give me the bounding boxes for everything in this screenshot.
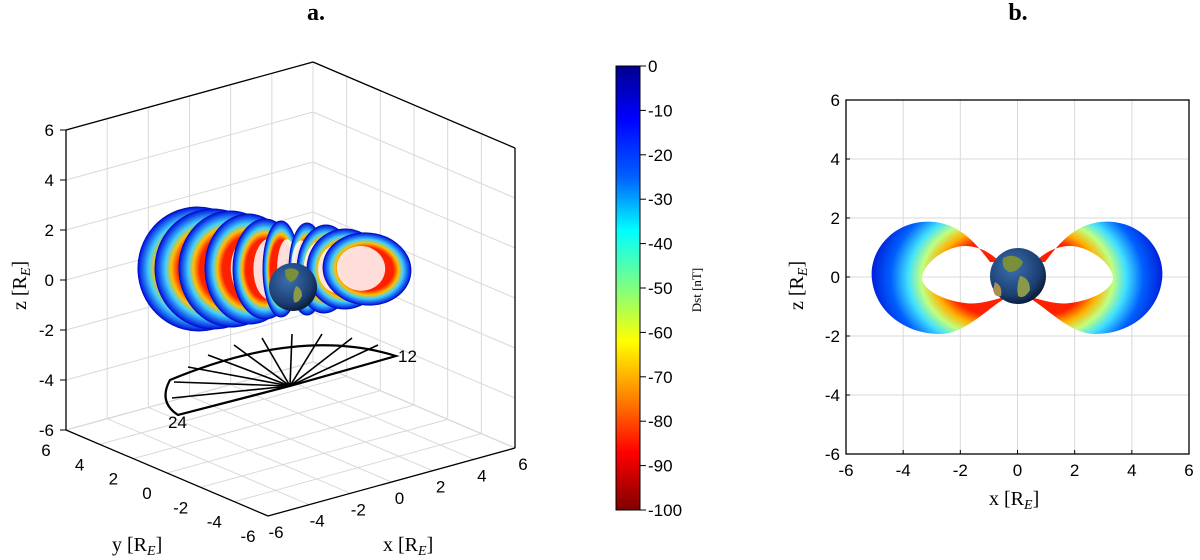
- earth-sphere-a: [269, 263, 317, 311]
- mlt-label-24: 24: [168, 413, 187, 432]
- z-tick-label: -2: [39, 321, 54, 340]
- colorbar-tick-label: -70: [648, 368, 673, 387]
- z-tick-label: 4: [45, 171, 54, 190]
- z-tick-label: -6: [825, 445, 840, 464]
- z-tick-label: 2: [45, 221, 54, 240]
- x-tick-label: 4: [1127, 461, 1136, 480]
- grid-line: [234, 433, 482, 503]
- mlt-dial-spokes: [171, 333, 397, 416]
- earth-land-a2: [293, 286, 302, 303]
- mlt-spoke: [289, 333, 323, 387]
- colorbar-gradient: [615, 65, 641, 511]
- z-tick-label: -4: [825, 386, 840, 405]
- x-tick-label: 6: [1184, 461, 1193, 480]
- y-tick-label: -2: [173, 498, 188, 517]
- mlt-dial-outline: [164, 344, 400, 417]
- x-tick-label: -4: [896, 461, 911, 480]
- mlt-label-12: 12: [398, 347, 417, 366]
- top-edge-right: [312, 61, 516, 149]
- colorbar-tick-label: -50: [648, 279, 673, 298]
- mlt-spoke: [171, 385, 291, 399]
- z-tick-label: 4: [831, 150, 840, 169]
- x-tick-label: 0: [395, 489, 404, 508]
- x-tick-label: -6: [838, 461, 853, 480]
- y-tick-label: -6: [240, 527, 255, 546]
- colorbar: 0 -10 -20 -30 -40 -50 -60 -70 -80 -90 -100 Dst [nT…: [615, 57, 704, 520]
- mlt-spoke: [177, 385, 291, 416]
- mlt-dial: 12 24: [164, 333, 417, 432]
- colorbar-tick-label: -10: [648, 101, 673, 120]
- panel-b-earth: [990, 248, 1046, 304]
- z-tick-label: 6: [831, 91, 840, 110]
- earth-land-a1: [285, 268, 299, 282]
- z-tick-label: -4: [39, 371, 54, 390]
- earth-land-b1: [1002, 255, 1023, 272]
- belt-lobe-right: [1025, 221, 1163, 334]
- z-tick-label: -6: [39, 421, 54, 440]
- colorbar-tick-label: -40: [648, 235, 673, 254]
- panel-b-x-label: x [RE]: [989, 488, 1039, 513]
- panel-a-z-label: z [RE]: [9, 261, 34, 310]
- colorbar-tick-label: -80: [648, 412, 673, 431]
- colorbar-tick-label: -60: [648, 323, 673, 342]
- x-tick-label: -2: [351, 500, 366, 519]
- panel-b-2d-plot: -6 -4 -2 0 2 4 6 -6 -4 -2 0 2 4 6 x [RE] z [RE]: [786, 91, 1194, 513]
- y-tick-label: -4: [207, 513, 222, 532]
- panel-b-label: b.: [1008, 0, 1027, 26]
- panel-b-radiation-belts: [871, 221, 1163, 334]
- mlt-spoke: [289, 355, 397, 387]
- x-tick-label: 2: [1070, 461, 1079, 480]
- panel-b-ticks: -6 -4 -2 0 2 4 6 -6 -4 -2 0 2 4 6: [825, 91, 1194, 480]
- mlt-spoke: [289, 337, 353, 387]
- grid-line: [312, 361, 516, 449]
- x-tick-label: -6: [268, 523, 283, 542]
- y-tick-label: 4: [75, 455, 84, 474]
- earth-land-b2: [1017, 276, 1030, 298]
- z-tick-label: 0: [831, 268, 840, 287]
- y-tick-label: 2: [109, 470, 118, 489]
- colorbar-tick-label: -20: [648, 146, 673, 165]
- panel-b-z-label: z [RE]: [786, 261, 811, 310]
- panel-a-z-ticks: 6 4 2 0 -2 -4 -6: [39, 121, 66, 440]
- panel-a-y-label: y [RE]: [112, 534, 162, 559]
- x-tick-label: -2: [953, 461, 968, 480]
- mlt-spoke: [261, 337, 291, 387]
- y-axis-line: [65, 429, 269, 517]
- x-tick-label: 4: [477, 466, 486, 485]
- mlt-spoke: [173, 381, 291, 387]
- x-tick-label: 6: [518, 455, 527, 474]
- x-axis-line: [267, 447, 516, 517]
- mlt-spoke: [187, 366, 291, 387]
- belt-shell-hole: [336, 246, 386, 291]
- top-edge-left: [65, 61, 314, 131]
- panel-a-y-ticks: 6 4 2 0 -2 -4 -6: [41, 441, 255, 546]
- mlt-spoke: [207, 354, 291, 387]
- panel-a-x-label: x [RE]: [383, 534, 433, 559]
- z-tick-label: 6: [45, 121, 54, 140]
- colorbar-label: Dst [nT]: [689, 268, 704, 312]
- earth-land-b3: [993, 282, 1002, 297]
- x-tick-label: -4: [310, 512, 325, 531]
- z-tick-label: 2: [831, 209, 840, 228]
- mlt-spoke: [289, 344, 379, 387]
- z-tick-label: -2: [825, 327, 840, 346]
- panel-a-label: a.: [307, 0, 325, 26]
- panel-a-x-ticks: -6 -4 -2 0 2 4 6: [268, 455, 527, 542]
- z-tick-label: 0: [45, 271, 54, 290]
- y-tick-label: 0: [142, 484, 151, 503]
- colorbar-tick-label: 0: [648, 57, 657, 76]
- colorbar-tick-label: -100: [648, 501, 682, 520]
- colorbar-tick-label: -30: [648, 190, 673, 209]
- mlt-spoke: [289, 333, 293, 387]
- x-tick-label: 0: [1013, 461, 1022, 480]
- colorbar-ticks: 0 -10 -20 -30 -40 -50 -60 -70 -80 -90 -100: [640, 57, 682, 520]
- panel-a-earth: [269, 263, 317, 311]
- x-tick-label: 2: [436, 478, 445, 497]
- colorbar-tick-label: -90: [648, 457, 673, 476]
- y-tick-label: 6: [41, 441, 50, 460]
- belt-lobe-left: [871, 221, 1010, 334]
- mlt-spoke: [233, 344, 291, 387]
